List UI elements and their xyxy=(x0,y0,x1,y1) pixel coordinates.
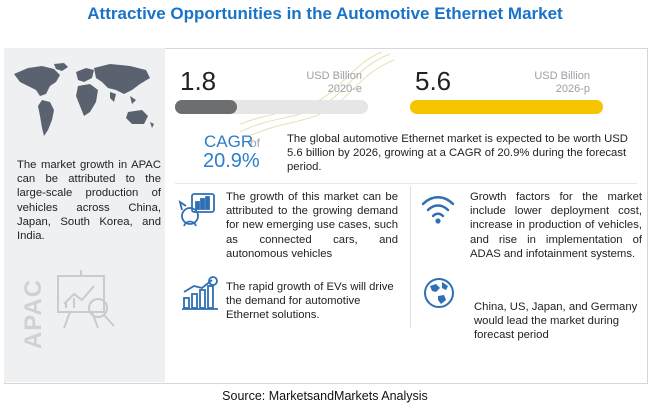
bar-2020 xyxy=(175,100,237,114)
item-4-text: China, US, Japan, and Germany would lead… xyxy=(474,301,638,342)
wifi-signal-icon xyxy=(421,196,455,224)
cagr-value: 20.9% xyxy=(203,150,260,172)
year-2026-label: 2026-p xyxy=(555,83,590,95)
item-2-text: Growth factors for the market include lo… xyxy=(470,191,642,260)
ev-growth-chart-icon xyxy=(182,276,218,310)
item-1-text: The growth of this market can be attribu… xyxy=(226,191,398,260)
unit-2026: USD Billion 2026-p xyxy=(478,70,590,96)
globe-icon xyxy=(424,278,454,308)
apac-label: APAC xyxy=(20,278,47,350)
growth-analysis-icon xyxy=(178,193,215,227)
divider-horizontal xyxy=(175,183,637,184)
cagr-label: CAGR xyxy=(204,132,254,151)
decorative-swirl xyxy=(240,52,395,139)
divider-vertical xyxy=(410,186,411,328)
unit-2020: USD Billion 2020-e xyxy=(250,70,362,96)
value-2026: 5.6 xyxy=(415,66,452,96)
unit-2020-label: USD Billion xyxy=(306,70,362,82)
source-note: Source: MarketsandMarkets Analysis xyxy=(222,389,428,403)
apac-description: The market growth in APAC can be attribu… xyxy=(17,159,161,243)
value-2020: 1.8 xyxy=(180,66,217,96)
bar-2026 xyxy=(410,100,603,114)
unit-2026-label: USD Billion xyxy=(534,70,590,82)
cagr-of: of xyxy=(250,136,261,150)
world-map-icon xyxy=(14,63,154,136)
year-2020-label: 2020-e xyxy=(327,83,362,95)
item-3-text: The rapid growth of EVs will drive the d… xyxy=(226,281,394,322)
presentation-board-icon xyxy=(57,270,115,329)
page-title: Attractive Opportunities in the Automoti… xyxy=(87,4,563,23)
market-summary: The global automotive Ethernet market is… xyxy=(287,133,628,174)
